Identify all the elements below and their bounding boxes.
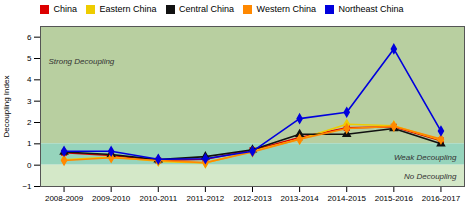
html-text:Eastern China: Eastern China (99, 4, 157, 14)
svg-text:Strong Decoupling: Strong Decoupling (49, 57, 115, 66)
svg-text:2014-2015: 2014-2015 (328, 194, 367, 203)
html-text:Central China: Central China (179, 4, 235, 14)
svg-text:5: 5 (27, 54, 32, 63)
svg-text:2: 2 (27, 118, 32, 127)
svg-text:2013-2014: 2013-2014 (280, 194, 319, 203)
html-text:Northeast China: Northeast China (338, 4, 404, 14)
svg-text:−1: −1 (22, 182, 32, 191)
svg-text:1: 1 (27, 139, 32, 148)
svg-text:2010-2011: 2010-2011 (139, 194, 177, 203)
svg-text:2011-2012: 2011-2012 (187, 194, 225, 203)
svg-text:2016-2017: 2016-2017 (422, 194, 461, 203)
svg-text:3: 3 (27, 97, 32, 106)
html-text:China: China (53, 4, 77, 14)
svg-text:No Decoupling: No Decoupling (404, 172, 457, 181)
svg-text:Weak Decoupling: Weak Decoupling (394, 153, 457, 162)
svg-text:0: 0 (27, 161, 32, 170)
svg-text:2009-2010: 2009-2010 (92, 194, 131, 203)
svg-text:4: 4 (27, 75, 32, 84)
html-text:Western China: Western China (256, 4, 316, 14)
svg-text:2012-2013: 2012-2013 (233, 194, 272, 203)
svg-text:2015-2016: 2015-2016 (375, 194, 414, 203)
svg-text:Decoupling Index: Decoupling Index (2, 76, 11, 138)
svg-text:6: 6 (27, 33, 32, 42)
svg-text:2008-2009: 2008-2009 (45, 194, 84, 203)
